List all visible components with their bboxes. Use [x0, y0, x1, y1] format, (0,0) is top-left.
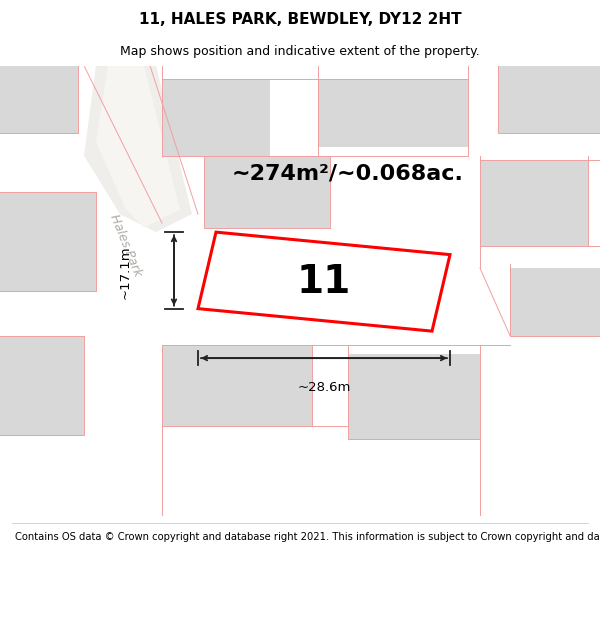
Text: ~28.6m: ~28.6m: [298, 381, 350, 394]
Polygon shape: [96, 66, 180, 228]
Text: Hales Park: Hales Park: [107, 213, 145, 279]
Polygon shape: [84, 66, 192, 232]
Polygon shape: [0, 192, 96, 291]
Text: 11: 11: [297, 262, 351, 301]
Polygon shape: [480, 160, 588, 246]
Polygon shape: [318, 79, 468, 147]
Polygon shape: [162, 344, 312, 426]
Text: Map shows position and indicative extent of the property.: Map shows position and indicative extent…: [120, 45, 480, 58]
Text: 11, HALES PARK, BEWDLEY, DY12 2HT: 11, HALES PARK, BEWDLEY, DY12 2HT: [139, 12, 461, 27]
Polygon shape: [510, 268, 600, 336]
Polygon shape: [348, 354, 480, 439]
Text: ~17.1m: ~17.1m: [119, 246, 132, 299]
Polygon shape: [0, 66, 78, 133]
Text: Contains OS data © Crown copyright and database right 2021. This information is : Contains OS data © Crown copyright and d…: [15, 532, 600, 542]
Text: ~274m²/~0.068ac.: ~274m²/~0.068ac.: [232, 164, 464, 184]
Polygon shape: [162, 79, 270, 156]
Polygon shape: [498, 66, 600, 133]
Polygon shape: [0, 336, 84, 434]
Polygon shape: [204, 156, 330, 228]
